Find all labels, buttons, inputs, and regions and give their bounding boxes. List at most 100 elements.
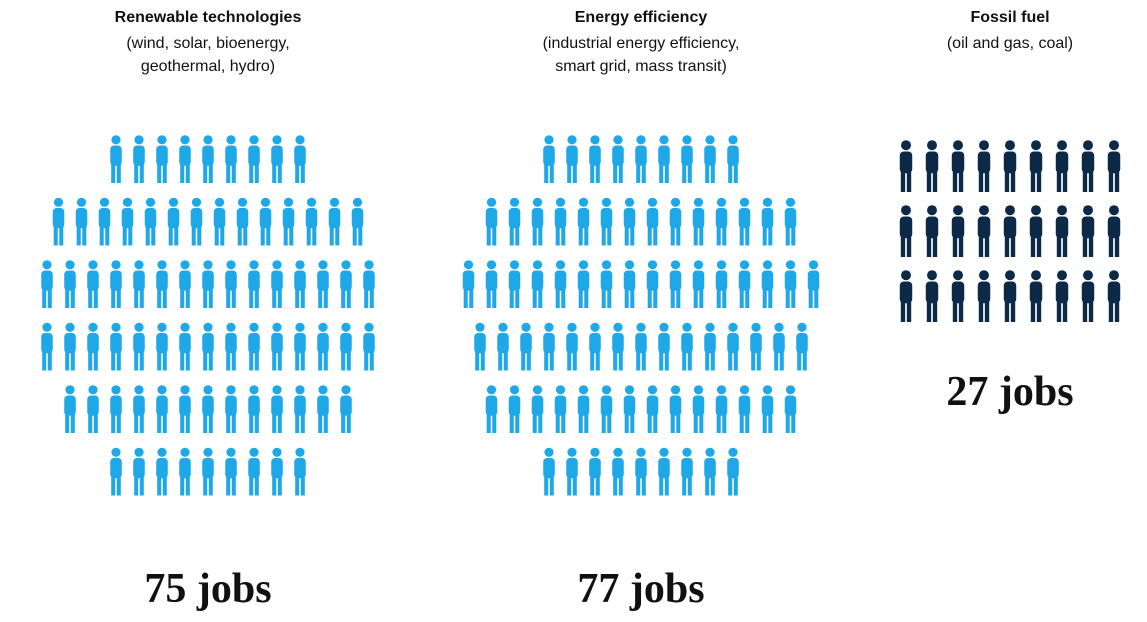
person-body: [658, 458, 670, 478]
person-body: [294, 458, 306, 478]
person-leg: [59, 226, 63, 245]
person-leg: [1089, 171, 1093, 192]
person-body: [191, 208, 203, 228]
person-body: [624, 208, 636, 228]
person-body: [716, 208, 728, 228]
person-leg: [676, 289, 680, 308]
person-leg: [613, 476, 617, 495]
person-body: [543, 333, 555, 353]
person-leg: [722, 226, 726, 245]
person-leg: [694, 289, 698, 308]
person-body: [612, 146, 624, 166]
person-leg: [71, 414, 75, 433]
person-leg: [573, 476, 577, 495]
person-leg: [809, 289, 813, 308]
person-body: [179, 271, 191, 291]
person-leg: [151, 226, 155, 245]
person-head: [180, 385, 189, 394]
person-body: [509, 271, 521, 291]
person-head: [1031, 140, 1041, 150]
person-leg: [186, 164, 190, 183]
person-head: [146, 198, 155, 207]
person-body: [133, 146, 145, 166]
person-body: [762, 208, 774, 228]
person-body: [363, 271, 375, 291]
person-body: [658, 146, 670, 166]
person-head: [111, 260, 120, 269]
person-body: [214, 208, 226, 228]
person-head: [226, 323, 235, 332]
person-leg: [197, 226, 201, 245]
person-leg: [1037, 301, 1041, 322]
panel-subtitle: (industrial energy efficiency,: [543, 35, 740, 52]
person-body: [952, 281, 964, 303]
person-head: [1109, 205, 1119, 215]
person-head: [579, 198, 588, 207]
person-leg: [88, 414, 92, 433]
person-leg: [128, 226, 132, 245]
person-body: [693, 396, 705, 416]
value-label: 75 jobs: [144, 566, 271, 612]
person-body: [612, 333, 624, 353]
person-head: [42, 260, 51, 269]
person-leg: [544, 164, 548, 183]
person-leg: [515, 414, 519, 433]
person-leg: [48, 289, 52, 308]
person-head: [134, 135, 143, 144]
person-body: [566, 333, 578, 353]
person-leg: [550, 476, 554, 495]
person-body: [1004, 281, 1016, 303]
person-head: [157, 385, 166, 394]
person-head: [364, 323, 373, 332]
person-body: [110, 271, 122, 291]
person-leg: [1063, 301, 1067, 322]
person-leg: [324, 289, 328, 308]
person-leg: [487, 289, 491, 308]
person-leg: [682, 476, 686, 495]
person-leg: [249, 351, 253, 370]
person-head: [203, 448, 212, 457]
person-leg: [180, 351, 184, 370]
person-leg: [671, 414, 675, 433]
person-body: [589, 146, 601, 166]
person-body: [87, 271, 99, 291]
person-leg: [370, 351, 374, 370]
person-leg: [1109, 236, 1113, 257]
person-body: [99, 208, 111, 228]
person-head: [487, 260, 496, 269]
person-body: [704, 458, 716, 478]
person-leg: [301, 164, 305, 183]
person-body: [329, 208, 341, 228]
person-head: [226, 260, 235, 269]
person-leg: [985, 301, 989, 322]
person-leg: [711, 164, 715, 183]
person-leg: [117, 289, 121, 308]
person-leg: [901, 236, 905, 257]
person-leg: [527, 351, 531, 370]
person-leg: [88, 289, 92, 308]
person-body: [110, 458, 122, 478]
person-leg: [797, 351, 801, 370]
person-leg: [985, 236, 989, 257]
person-head: [625, 198, 634, 207]
person-head: [111, 135, 120, 144]
person-leg: [619, 351, 623, 370]
person-leg: [180, 164, 184, 183]
person-body: [202, 146, 214, 166]
person-leg: [318, 289, 322, 308]
person-body: [900, 281, 912, 303]
person-body: [179, 146, 191, 166]
person-leg: [636, 476, 640, 495]
person-leg: [751, 351, 755, 370]
person-body: [926, 281, 938, 303]
person-body: [1030, 216, 1042, 238]
person-head: [510, 198, 519, 207]
person-leg: [464, 289, 468, 308]
person-body: [474, 333, 486, 353]
person-head: [226, 135, 235, 144]
person-leg: [786, 226, 790, 245]
person-leg: [203, 476, 207, 495]
person-body: [1108, 281, 1120, 303]
person-leg: [533, 226, 537, 245]
person-body: [555, 271, 567, 291]
